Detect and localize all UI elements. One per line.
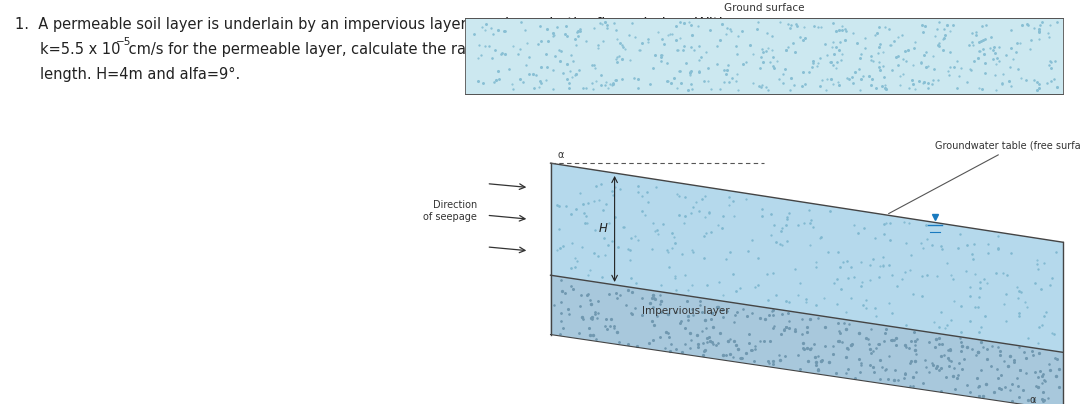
Text: −5: −5 bbox=[116, 37, 132, 47]
Text: k=5.5 x 10: k=5.5 x 10 bbox=[40, 42, 121, 57]
Polygon shape bbox=[551, 275, 1063, 410]
Text: Groundwater table (free surface): Groundwater table (free surface) bbox=[889, 141, 1080, 214]
Text: Direction
of seepage: Direction of seepage bbox=[423, 201, 477, 222]
Text: 1.  A permeable soil layer is underlain by an impervious layer, as shown in the : 1. A permeable soil layer is underlain b… bbox=[15, 17, 728, 32]
Text: cm/s for the permeable layer, calculate the rate of seepage through it in length: cm/s for the permeable layer, calculate … bbox=[124, 42, 782, 57]
Text: H: H bbox=[598, 222, 607, 235]
Polygon shape bbox=[551, 163, 1063, 352]
Text: Ground surface: Ground surface bbox=[724, 3, 805, 13]
Text: length. H=4m and alfa=9°.: length. H=4m and alfa=9°. bbox=[40, 67, 240, 82]
Text: Impervious layer: Impervious layer bbox=[642, 307, 730, 316]
Text: α: α bbox=[1029, 395, 1036, 405]
Text: α: α bbox=[558, 150, 564, 160]
Polygon shape bbox=[465, 18, 1063, 94]
